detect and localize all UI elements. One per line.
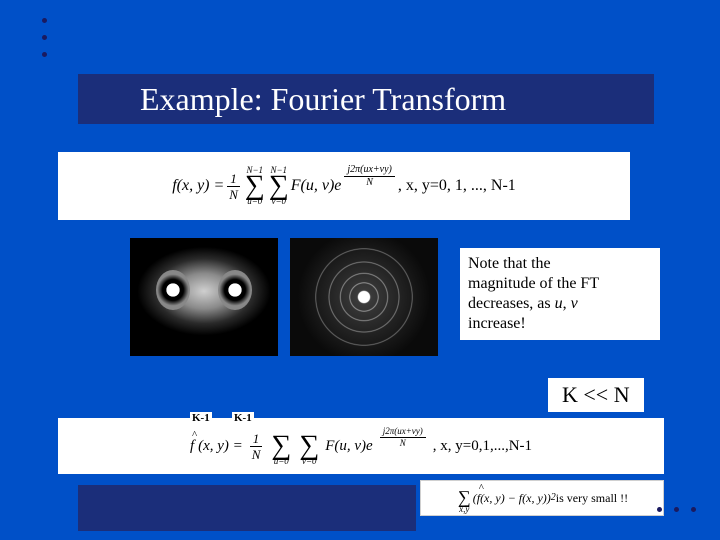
image-row <box>130 238 438 356</box>
error-formula: ∑ x,y ( f (x, y) − f(x, y)) 2 is very sm… <box>420 480 664 516</box>
sigma-top-k2: K-1 <box>232 412 254 424</box>
err-tail: is very small !! <box>556 491 628 506</box>
formula-lhs: f(x, y) = <box>172 177 224 195</box>
formula-bot-tail: , x, y=0,1,...,N-1 <box>433 438 532 455</box>
err-fhat: f <box>477 491 480 506</box>
sigma-xy: ∑ x,y <box>458 482 471 513</box>
inequality-badge: K << N <box>548 378 644 412</box>
bullet-dot <box>674 507 679 512</box>
exponent-frac: j2π(ux+vy) N <box>344 165 395 188</box>
formula-bot-mid: F(u, v)e <box>325 438 372 455</box>
fraction-1overN: 1 N <box>227 172 240 201</box>
note-line1: Note that the <box>468 255 551 272</box>
sigma-v-bot: K-1 ∑ v=0 <box>299 426 319 466</box>
sigma-v: N−1 ∑ v=0 <box>269 166 289 206</box>
fourier-magnitude-image <box>290 238 438 356</box>
sigma-u-bot: K-1 ∑ u=0 <box>271 426 291 466</box>
title-bar: Example: Fourier Transform <box>78 74 654 124</box>
bullet-dot <box>42 52 47 57</box>
err-b: (x, y) − f(x, y)) <box>480 491 551 506</box>
formula-bot-lhs: (x, y) = <box>198 438 243 455</box>
note-line4: increase! <box>468 315 526 332</box>
note-line3b: , <box>563 295 571 312</box>
fraction-1overN-bot: 1 N <box>250 432 263 461</box>
note-box: Note that the magnitude of the FT decrea… <box>460 248 660 340</box>
spatial-image <box>130 238 278 356</box>
note-v: v <box>571 295 578 312</box>
bottom-accent-bar <box>78 485 416 531</box>
note-u: u <box>555 295 563 312</box>
formula-bottom: f (x, y) = 1 N K-1 ∑ u=0 K-1 ∑ v=0 F(u, … <box>58 418 664 474</box>
exponent-frac-bot: j2π(ux+vy) N <box>380 427 426 448</box>
note-line2: magnitude of the FT <box>468 275 599 292</box>
bullet-dot <box>42 18 47 23</box>
formula-top: f(x, y) = 1 N N−1 ∑ u=0 N−1 ∑ v=0 F(u, v… <box>58 152 630 220</box>
bullet-dot <box>657 507 662 512</box>
note-line3a: decreases, as <box>468 295 555 312</box>
sigma-top-k1: K-1 <box>190 412 212 424</box>
bullet-dot <box>42 35 47 40</box>
bullets-top-left <box>42 18 47 57</box>
bullet-dot <box>691 507 696 512</box>
sigma-u: N−1 ∑ u=0 <box>245 166 265 206</box>
formula-tail: , x, y=0, 1, ..., N-1 <box>398 177 516 195</box>
bullets-bottom-right <box>657 507 696 512</box>
slide-title: Example: Fourier Transform <box>140 81 506 118</box>
f-hat: f <box>190 438 194 455</box>
formula-mid: F(u, v)e <box>291 177 342 195</box>
